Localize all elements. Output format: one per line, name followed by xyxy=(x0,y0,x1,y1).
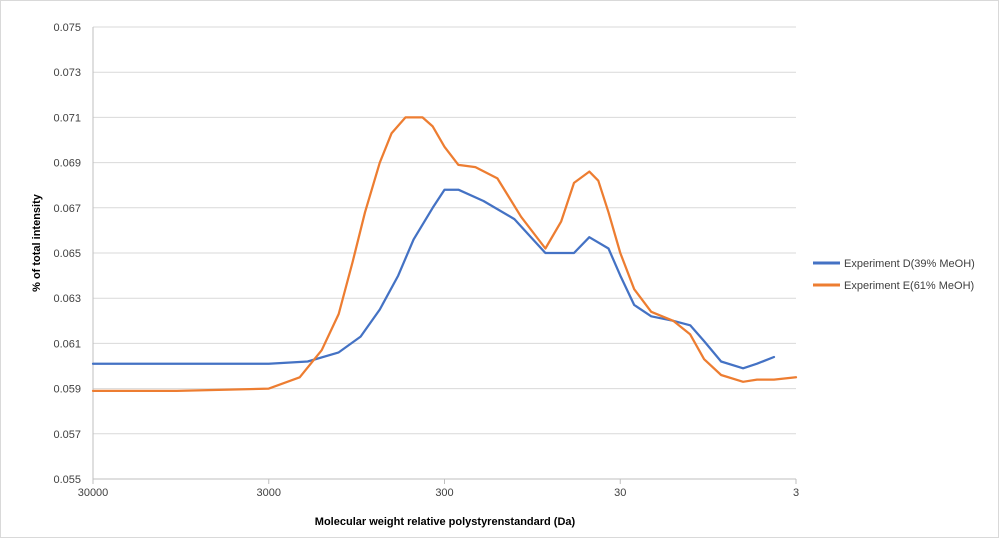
legend-entry-label: Experiment E(61% MeOH) xyxy=(844,280,974,292)
x-tick-label: 3000 xyxy=(257,487,281,499)
x-tick-label: 3 xyxy=(793,487,799,499)
y-tick-label: 0.059 xyxy=(53,384,81,396)
y-tick-label: 0.057 xyxy=(53,429,81,441)
y-tick-label: 0.063 xyxy=(53,293,81,305)
axes xyxy=(92,27,797,484)
gridlines xyxy=(93,26,796,435)
x-axis-title: Molecular weight relative polystyrenstan… xyxy=(315,516,576,528)
y-axis-title: % of total intensity xyxy=(31,193,43,292)
series-lines xyxy=(91,116,798,393)
x-tick-labels: 30000 3000 300 30 3 xyxy=(78,487,799,499)
y-tick-labels: 0.055 0.057 0.059 0.061 0.063 0.065 0.067 0.069… xyxy=(53,22,81,486)
y-tick-label: 0.071 xyxy=(53,112,81,124)
x-tick-label: 30000 xyxy=(78,487,109,499)
x-tick-label: 30 xyxy=(614,487,626,499)
y-tick-label: 0.065 xyxy=(53,248,81,260)
y-tick-label: 0.061 xyxy=(53,338,81,350)
series-line xyxy=(91,188,776,370)
legend: Experiment D(39% MeOH) Experiment E(61% M… xyxy=(813,258,975,292)
y-tick-label: 0.069 xyxy=(53,158,81,170)
x-tick-label: 300 xyxy=(435,487,453,499)
y-tick-label: 0.055 xyxy=(53,474,81,486)
legend-entry-label: Experiment D(39% MeOH) xyxy=(844,258,975,270)
y-tick-label: 0.075 xyxy=(53,22,81,34)
series-line xyxy=(91,116,798,393)
y-tick-label: 0.073 xyxy=(53,67,81,79)
y-tick-label: 0.067 xyxy=(53,203,81,215)
